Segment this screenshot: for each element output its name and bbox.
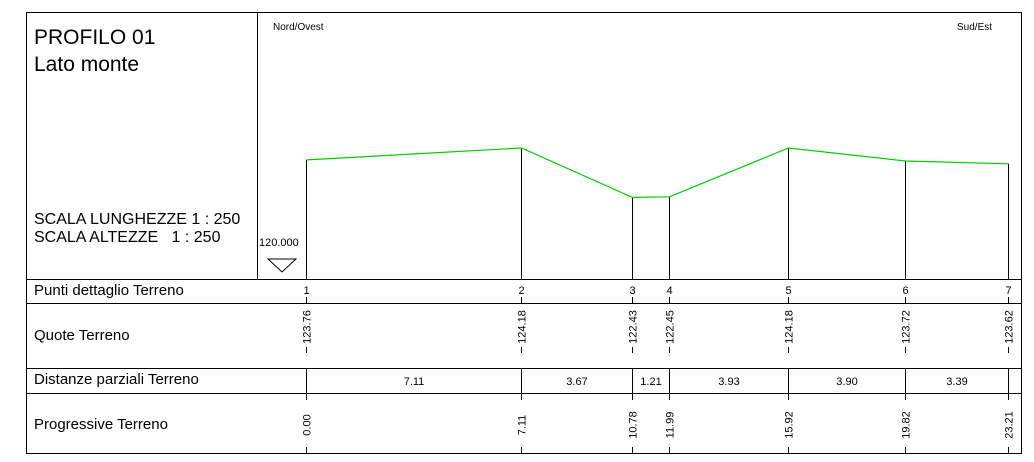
point-number-1: 1 — [303, 285, 309, 297]
point-number-7: 7 — [1005, 285, 1011, 297]
row-label-progressive: Progressive Terreno — [34, 416, 168, 433]
distance-value-5: 3.90 — [836, 376, 857, 388]
reference-level-marker — [266, 258, 298, 273]
distance-value-3: 1.21 — [640, 376, 661, 388]
progressive-value-1: 0.00 — [302, 414, 314, 435]
point-number-4: 4 — [666, 285, 672, 297]
row-label-quote: Quote Terreno — [34, 327, 130, 344]
progressive-value-6: 19.82 — [901, 411, 913, 439]
progressive-value-3: 10.78 — [628, 411, 640, 439]
outer-frame — [26, 12, 1022, 454]
distance-value-1: 7.11 — [404, 376, 425, 388]
distance-value-4: 3.93 — [718, 376, 739, 388]
progressive-value-2: 7.11 — [517, 415, 529, 436]
point-number-5: 5 — [785, 285, 791, 297]
scale-lengths: SCALA LUNGHEZZE 1 : 250 — [34, 211, 241, 228]
quota-value-4: 122.45 — [665, 310, 677, 344]
point-number-6: 6 — [902, 285, 908, 297]
progressive-value-4: 11.99 — [665, 412, 677, 439]
quota-value-6: 123.72 — [901, 310, 913, 344]
quota-value-3: 122.43 — [628, 310, 640, 344]
profile-group: 1 2 3 4 5 6 7 123.76 124.18 122.43 122.45 124.18 123… — [302, 147, 1016, 453]
scale-heights: SCALA ALTEZZE 1 : 250 — [34, 229, 221, 246]
quota-value-1: 123.76 — [302, 310, 314, 344]
row-label-punti: Punti dettaglio Terreno — [34, 282, 184, 299]
quota-value-7: 123.62 — [1004, 310, 1016, 344]
distance-value-2: 3.67 — [566, 376, 587, 388]
profile-subtitle: Lato monte — [34, 53, 140, 76]
row-label-distanze: Distanze parziali Terreno — [34, 371, 199, 388]
progressive-value-5: 15.92 — [784, 411, 796, 439]
quota-value-5: 124.18 — [784, 310, 796, 344]
distance-value-6: 3.39 — [946, 376, 967, 388]
reference-level-label: 120.000 — [259, 237, 299, 249]
point-number-3: 3 — [629, 285, 635, 297]
terrain-profile-line — [306, 147, 1009, 199]
direction-right: Sud/Est — [957, 22, 993, 33]
direction-left: Nord/Ovest — [273, 22, 324, 33]
profile-title: PROFILO 01 — [34, 26, 156, 49]
progressive-value-7: 23.21 — [1004, 411, 1016, 439]
quota-value-2: 124.18 — [517, 310, 529, 344]
point-number-2: 2 — [518, 285, 524, 297]
